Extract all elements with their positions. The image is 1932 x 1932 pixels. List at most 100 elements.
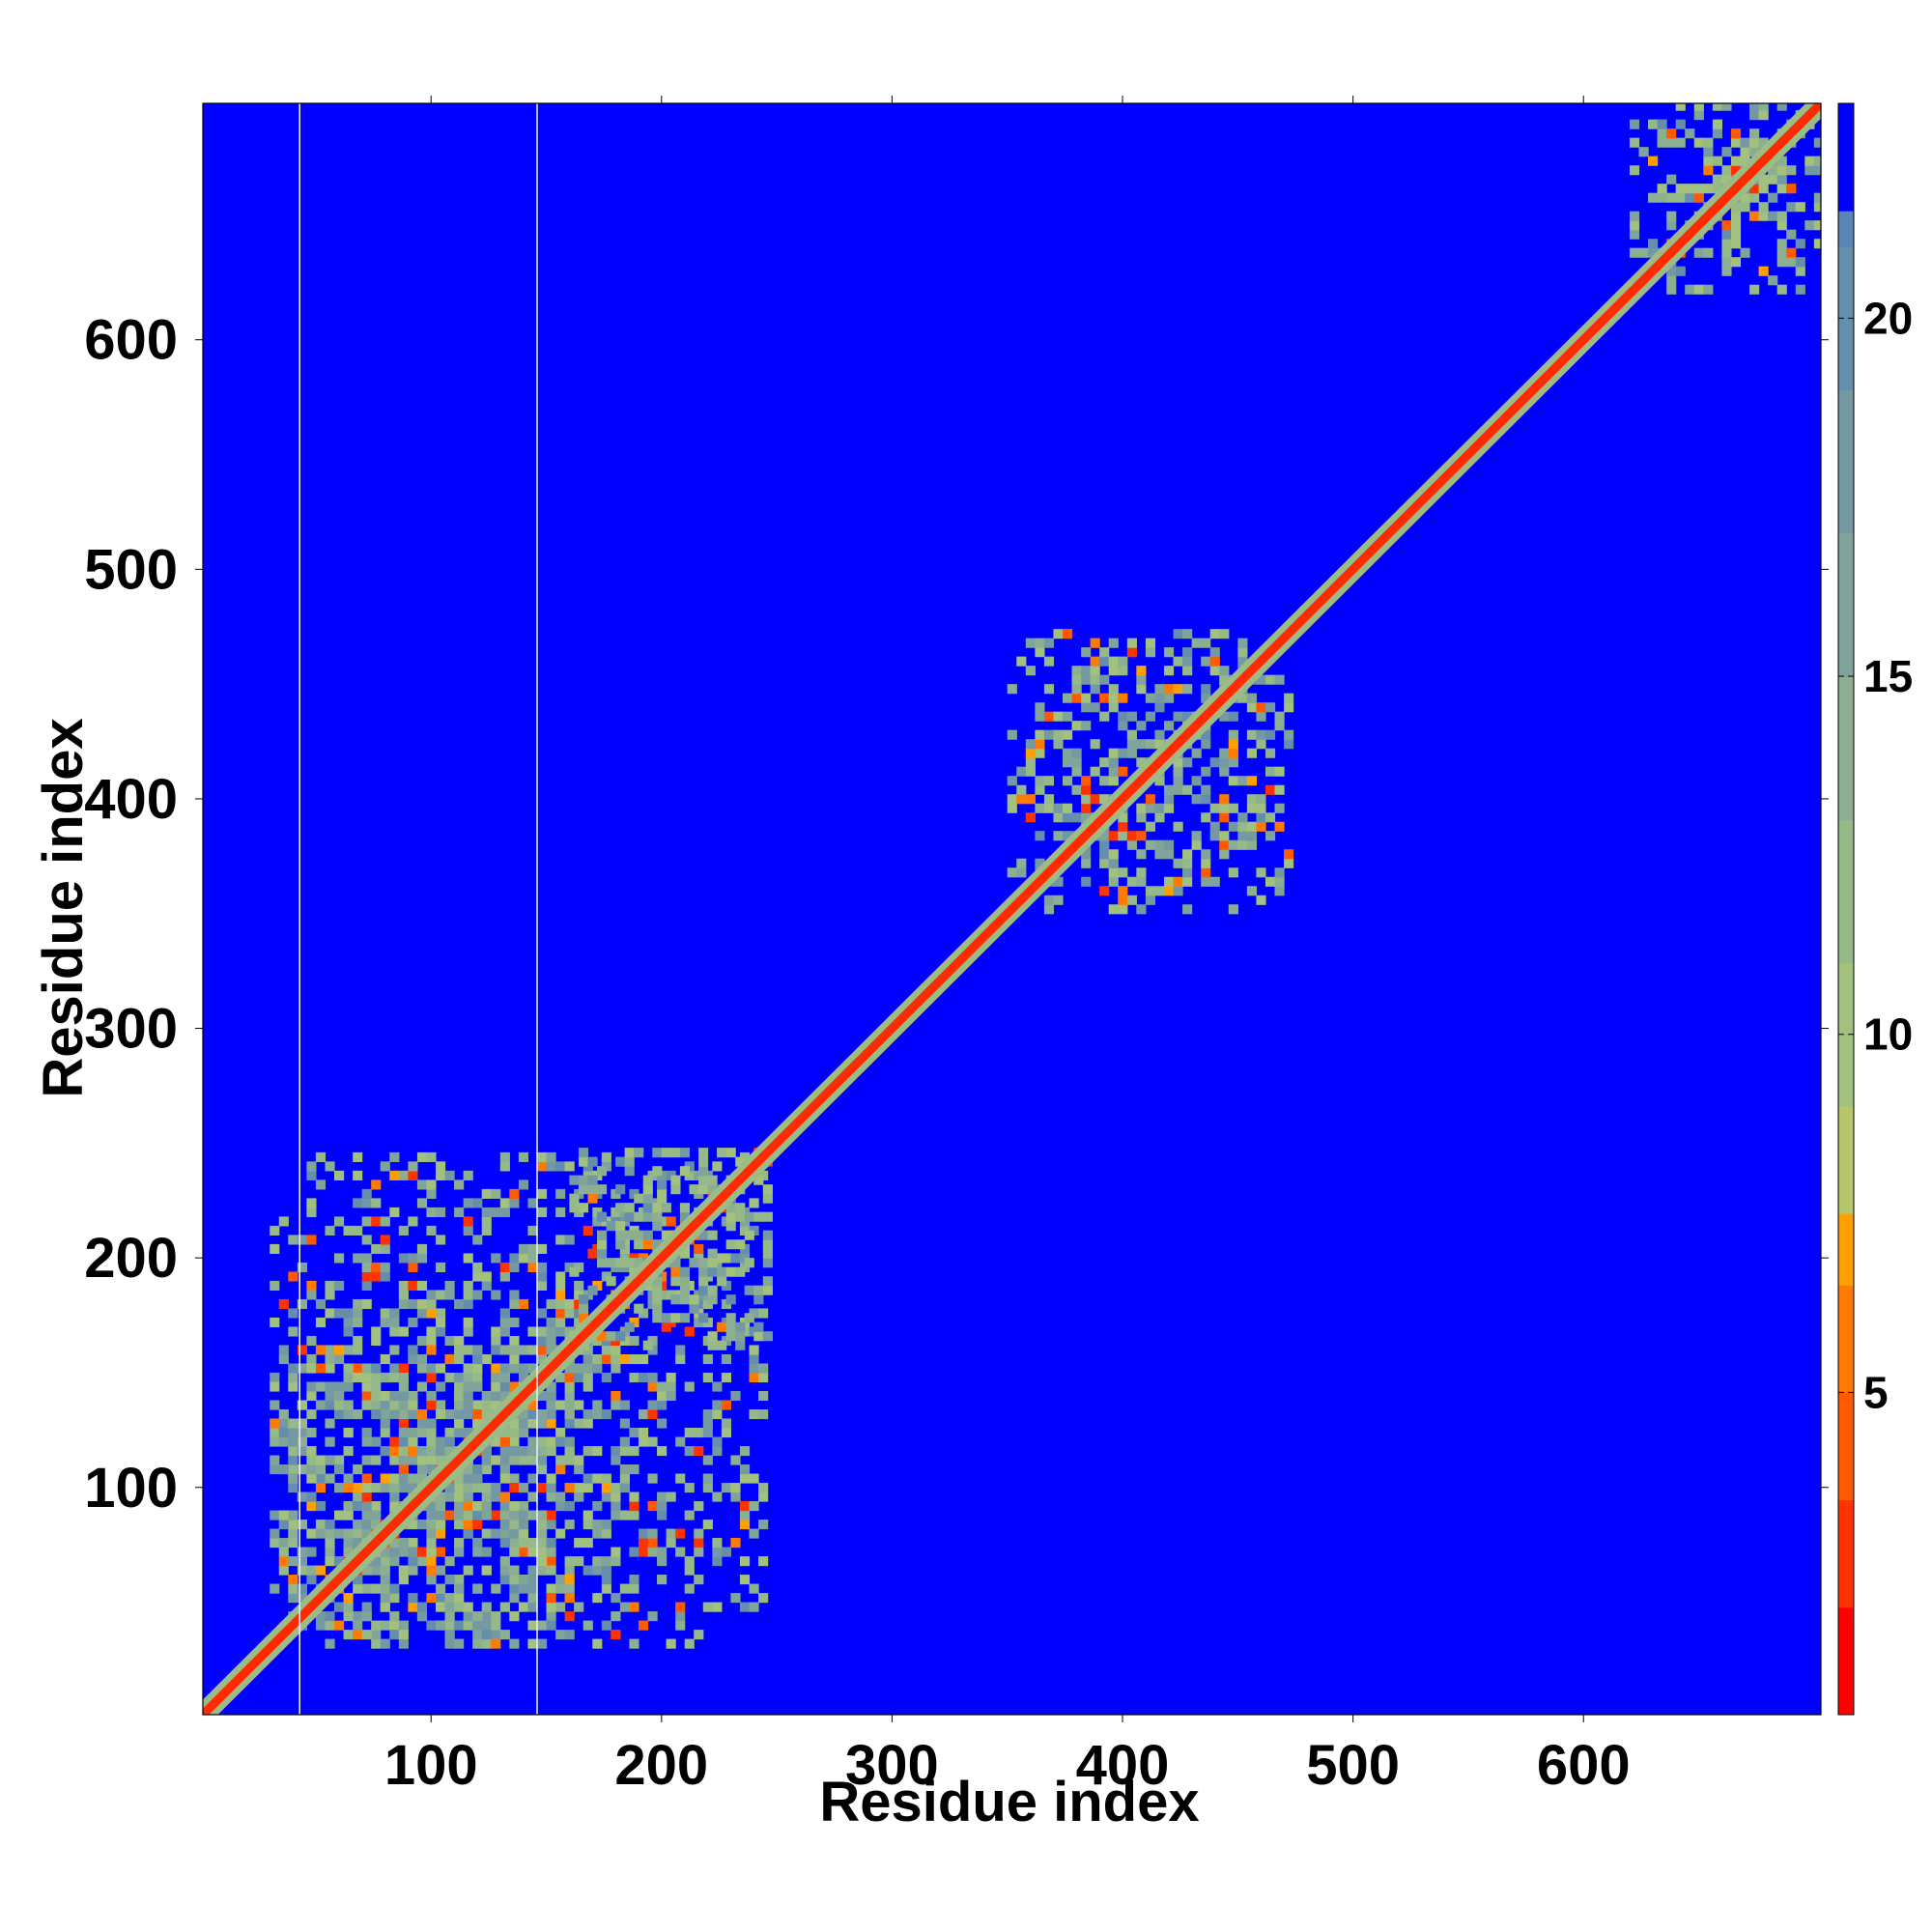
contact-cell xyxy=(1108,666,1119,676)
contact-cell xyxy=(398,1390,409,1402)
contact-cell xyxy=(1284,729,1294,740)
contact-cell xyxy=(1025,794,1036,805)
contact-cell xyxy=(454,1483,465,1493)
contact-cell xyxy=(629,1353,639,1365)
contact-cell xyxy=(416,1353,428,1365)
contact-cell xyxy=(721,1427,732,1438)
contact-cell xyxy=(499,1630,510,1640)
contact-cell xyxy=(762,1276,773,1287)
contact-cell xyxy=(499,1161,510,1172)
contact-cell xyxy=(454,1583,465,1594)
contact-cell xyxy=(509,1188,520,1199)
contact-cell xyxy=(1099,693,1110,703)
contact-cell xyxy=(334,1602,345,1612)
contact-cell xyxy=(564,1418,575,1429)
contact-cell xyxy=(1053,812,1064,823)
contact-cell xyxy=(555,1188,566,1199)
contact-cell xyxy=(444,1593,455,1604)
contact-cell xyxy=(499,1565,510,1576)
contact-cell xyxy=(1209,821,1220,832)
contact-cell xyxy=(1712,119,1723,129)
contact-cell xyxy=(661,1321,671,1332)
contact-cell xyxy=(1145,886,1156,896)
contact-cell xyxy=(758,1556,769,1567)
contact-cell xyxy=(435,1501,446,1512)
contact-cell xyxy=(1274,876,1285,887)
contact-cell xyxy=(315,1473,327,1484)
contact-cell xyxy=(652,1148,663,1158)
contact-cell xyxy=(463,1483,473,1493)
contact-cell xyxy=(592,1446,603,1457)
contact-cell xyxy=(509,1593,520,1604)
plot-border xyxy=(202,102,1822,1716)
contact-cell xyxy=(527,1492,538,1502)
contact-cell xyxy=(389,1483,400,1493)
contact-cell xyxy=(661,1148,671,1158)
contact-cell xyxy=(1740,156,1750,166)
contact-cell xyxy=(1256,702,1266,713)
contact-cell xyxy=(1804,220,1815,231)
contact-cell xyxy=(1237,776,1248,786)
contact-cell xyxy=(371,1455,382,1465)
contact-cell xyxy=(306,1446,317,1457)
contact-cell xyxy=(1264,784,1276,795)
colorbar-border xyxy=(1837,102,1855,1716)
colorbar-band xyxy=(1838,532,1854,677)
contact-cell xyxy=(371,1335,382,1347)
contact-cell xyxy=(1740,147,1750,157)
contact-cell xyxy=(371,1483,382,1493)
colorbar-band xyxy=(1838,962,1854,1107)
contact-cell xyxy=(1721,103,1732,111)
contact-cell xyxy=(297,1565,307,1576)
contact-cell xyxy=(1256,867,1266,878)
contact-cell xyxy=(758,1483,769,1493)
contact-cell xyxy=(1081,666,1092,676)
contact-cell xyxy=(426,1188,437,1199)
contact-cell xyxy=(574,1483,584,1493)
diagonal-band xyxy=(203,103,1821,1715)
contact-cell xyxy=(1666,284,1677,295)
contact-cell xyxy=(555,1280,566,1292)
contact-cell xyxy=(564,1363,575,1374)
contact-cell xyxy=(398,1298,409,1310)
contact-cell xyxy=(1062,776,1073,786)
contact-cell xyxy=(1228,821,1238,832)
contact-cell xyxy=(679,1211,691,1222)
contact-cell xyxy=(463,1464,473,1475)
contact-cell xyxy=(380,1400,390,1410)
contact-cell xyxy=(380,1547,390,1557)
contact-cell xyxy=(1712,184,1723,194)
contact-cell xyxy=(288,1363,298,1374)
contact-cell xyxy=(454,1620,465,1631)
contact-cell xyxy=(518,1583,529,1594)
contact-cell xyxy=(1284,849,1294,860)
contact-cell xyxy=(1081,702,1092,713)
contact-cell xyxy=(1740,192,1750,203)
contact-cell xyxy=(1786,229,1797,240)
contact-cell xyxy=(697,1276,709,1287)
y-tick-label: 100 xyxy=(84,1457,178,1520)
contact-cell xyxy=(1201,766,1211,777)
y-tick-label: 300 xyxy=(84,998,178,1061)
contact-cell xyxy=(481,1400,492,1410)
contact-cell xyxy=(499,1528,510,1539)
contact-cell xyxy=(270,1418,280,1429)
contact-cell xyxy=(1776,103,1787,111)
contact-cell xyxy=(1284,693,1294,703)
contact-cell xyxy=(499,1520,510,1530)
contact-cell xyxy=(611,1492,621,1502)
contact-cell xyxy=(343,1345,354,1355)
contact-cell xyxy=(416,1464,428,1475)
contact-cell xyxy=(1749,147,1760,157)
contact-cell xyxy=(712,1492,723,1502)
contact-cell xyxy=(270,1372,280,1383)
contact-cell xyxy=(454,1538,465,1548)
contact-cell xyxy=(1768,174,1778,185)
contact-cell xyxy=(546,1151,556,1162)
contact-cell xyxy=(1237,656,1248,667)
contact-cell xyxy=(606,1331,616,1342)
contact-cell xyxy=(1154,849,1165,860)
contact-cell xyxy=(353,1620,363,1631)
contact-cell xyxy=(675,1611,686,1622)
contact-cell xyxy=(546,1547,556,1557)
